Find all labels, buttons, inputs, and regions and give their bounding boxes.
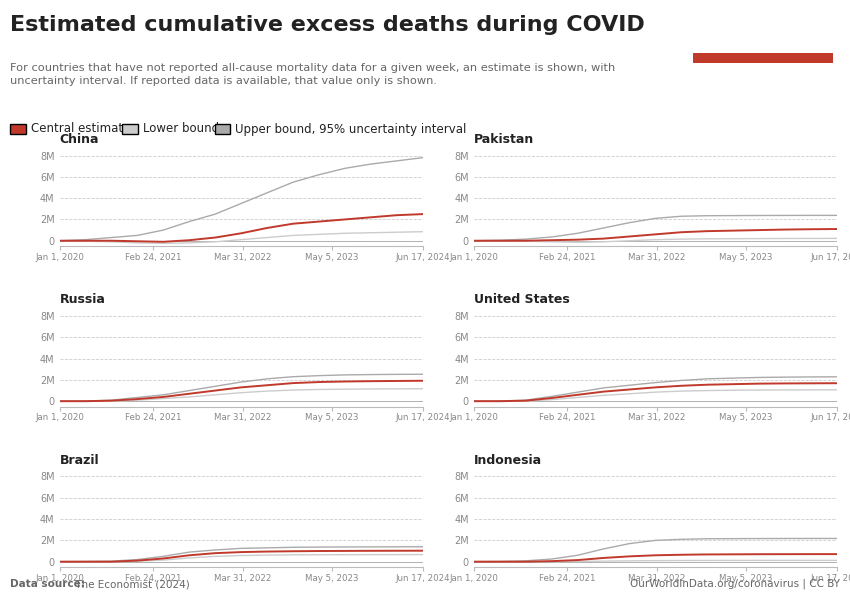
Text: OurWorldInData.org/coronavirus | CC BY: OurWorldInData.org/coronavirus | CC BY (630, 578, 840, 589)
Text: United States: United States (473, 293, 570, 307)
Text: Brazil: Brazil (60, 454, 99, 467)
Text: Pakistan: Pakistan (473, 133, 534, 146)
Text: For countries that have not reported all-cause mortality data for a given week, : For countries that have not reported all… (10, 63, 615, 86)
Bar (693, 53, 833, 63)
Text: Central estimate: Central estimate (31, 122, 130, 136)
Text: Lower bound: Lower bound (143, 122, 219, 136)
Text: Indonesia: Indonesia (473, 454, 542, 467)
Text: Upper bound, 95% uncertainty interval: Upper bound, 95% uncertainty interval (235, 122, 467, 136)
Text: Data source:: Data source: (10, 579, 85, 589)
Text: The Economist (2024): The Economist (2024) (72, 579, 190, 589)
Text: Our World
in Data: Our World in Data (729, 16, 796, 45)
Text: Russia: Russia (60, 293, 105, 307)
Text: China: China (60, 133, 99, 146)
Text: Estimated cumulative excess deaths during COVID: Estimated cumulative excess deaths durin… (10, 15, 645, 35)
